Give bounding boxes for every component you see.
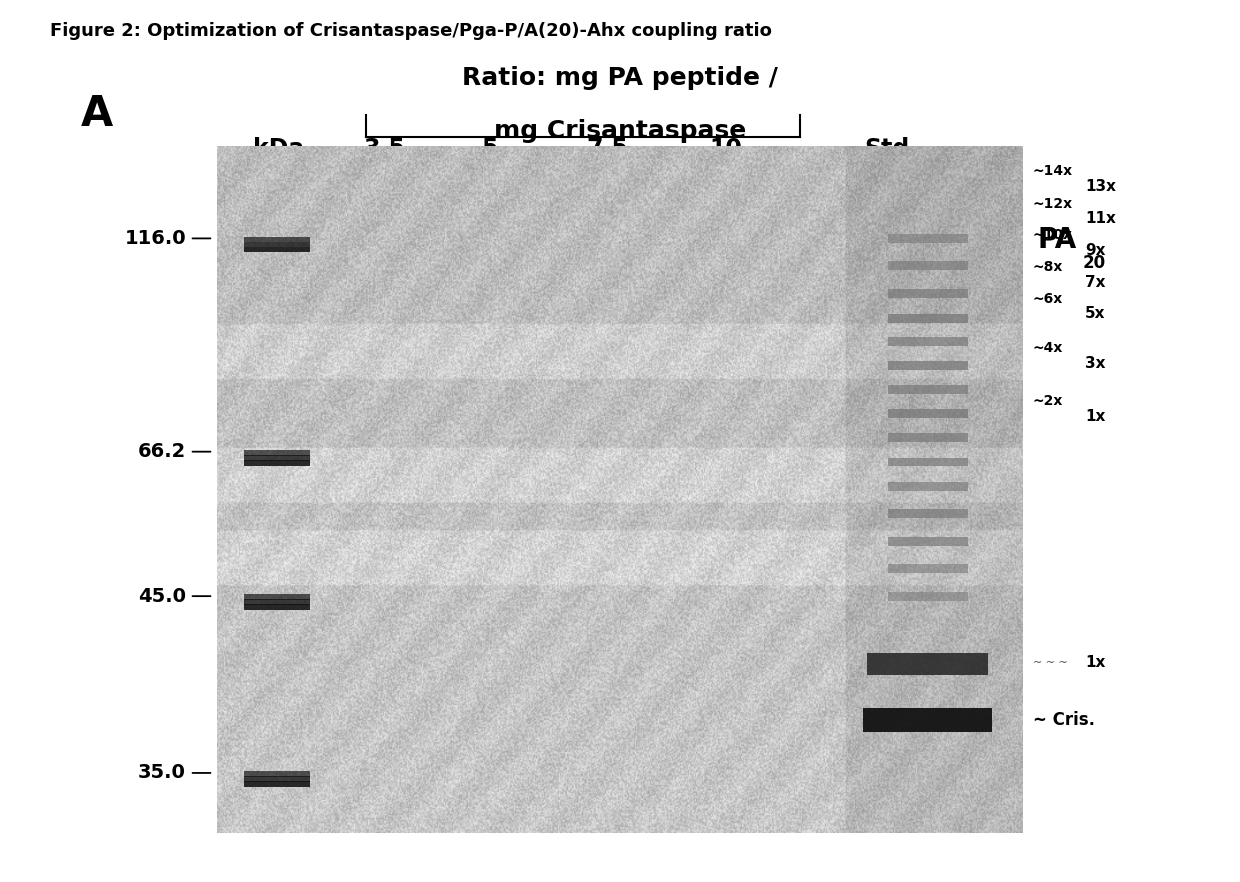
Text: 66.2: 66.2	[138, 442, 186, 461]
Text: Figure 2: Optimization of Crisantaspase/Pga-P/A(20)-Ahx coupling ratio: Figure 2: Optimization of Crisantaspase/…	[50, 22, 771, 40]
Text: ~ Cris.: ~ Cris.	[1033, 711, 1095, 729]
Bar	[244, 594, 310, 600]
Text: 45.0: 45.0	[138, 587, 186, 606]
Text: 3.5: 3.5	[363, 137, 405, 161]
Bar	[888, 261, 968, 271]
Bar	[244, 600, 310, 605]
Bar	[888, 458, 968, 467]
Text: ~8x: ~8x	[1033, 260, 1063, 274]
Bar	[888, 289, 968, 298]
Bar	[888, 433, 968, 443]
Bar	[244, 781, 310, 787]
Text: 10: 10	[709, 137, 742, 161]
Bar	[888, 314, 968, 324]
Bar	[244, 776, 310, 781]
Bar	[244, 771, 310, 777]
Text: 1x: 1x	[1085, 655, 1105, 670]
Text: ~12x: ~12x	[1033, 197, 1073, 211]
Bar	[244, 450, 310, 456]
Text: ~6x: ~6x	[1033, 292, 1063, 306]
Bar	[888, 592, 968, 601]
Text: A: A	[81, 93, 113, 135]
Bar	[888, 385, 968, 394]
Text: ~10x: ~10x	[1033, 228, 1073, 243]
Text: 11x: 11x	[1085, 211, 1116, 227]
Text: PA: PA	[1038, 227, 1078, 255]
Text: 13x: 13x	[1085, 178, 1116, 194]
Bar	[888, 234, 968, 243]
Text: kDa: kDa	[253, 137, 305, 161]
Bar	[244, 247, 310, 252]
Text: Std: Std	[864, 137, 909, 161]
Bar	[888, 482, 968, 490]
Text: ~4x: ~4x	[1033, 341, 1063, 355]
Text: 3x: 3x	[1085, 355, 1106, 371]
Bar	[244, 242, 310, 247]
Text: mg Crisantaspase: mg Crisantaspase	[494, 119, 746, 143]
Bar	[888, 409, 968, 418]
Text: 20: 20	[1083, 253, 1106, 272]
Text: ~2x: ~2x	[1033, 394, 1063, 408]
Text: 7.5: 7.5	[587, 137, 629, 161]
Bar	[244, 460, 310, 466]
Text: Ratio: mg PA peptide /: Ratio: mg PA peptide /	[463, 66, 777, 90]
Bar	[888, 362, 968, 370]
Bar	[244, 604, 310, 610]
Text: 35.0: 35.0	[138, 764, 186, 782]
Text: 9x: 9x	[1085, 243, 1106, 258]
Bar	[888, 509, 968, 518]
Bar	[888, 564, 968, 573]
Text: 1x: 1x	[1085, 408, 1105, 424]
Text: 116.0: 116.0	[124, 229, 186, 248]
Bar	[888, 337, 968, 346]
Text: 5x: 5x	[1085, 306, 1106, 322]
Text: ~14x: ~14x	[1033, 164, 1073, 178]
Bar	[244, 455, 310, 460]
Bar	[244, 236, 310, 243]
Bar	[863, 708, 992, 732]
Bar	[868, 653, 988, 676]
Bar	[888, 536, 968, 546]
Text: 5: 5	[481, 137, 498, 161]
Text: ~ ~ ~: ~ ~ ~	[1033, 658, 1068, 668]
Text: 7x: 7x	[1085, 274, 1106, 290]
